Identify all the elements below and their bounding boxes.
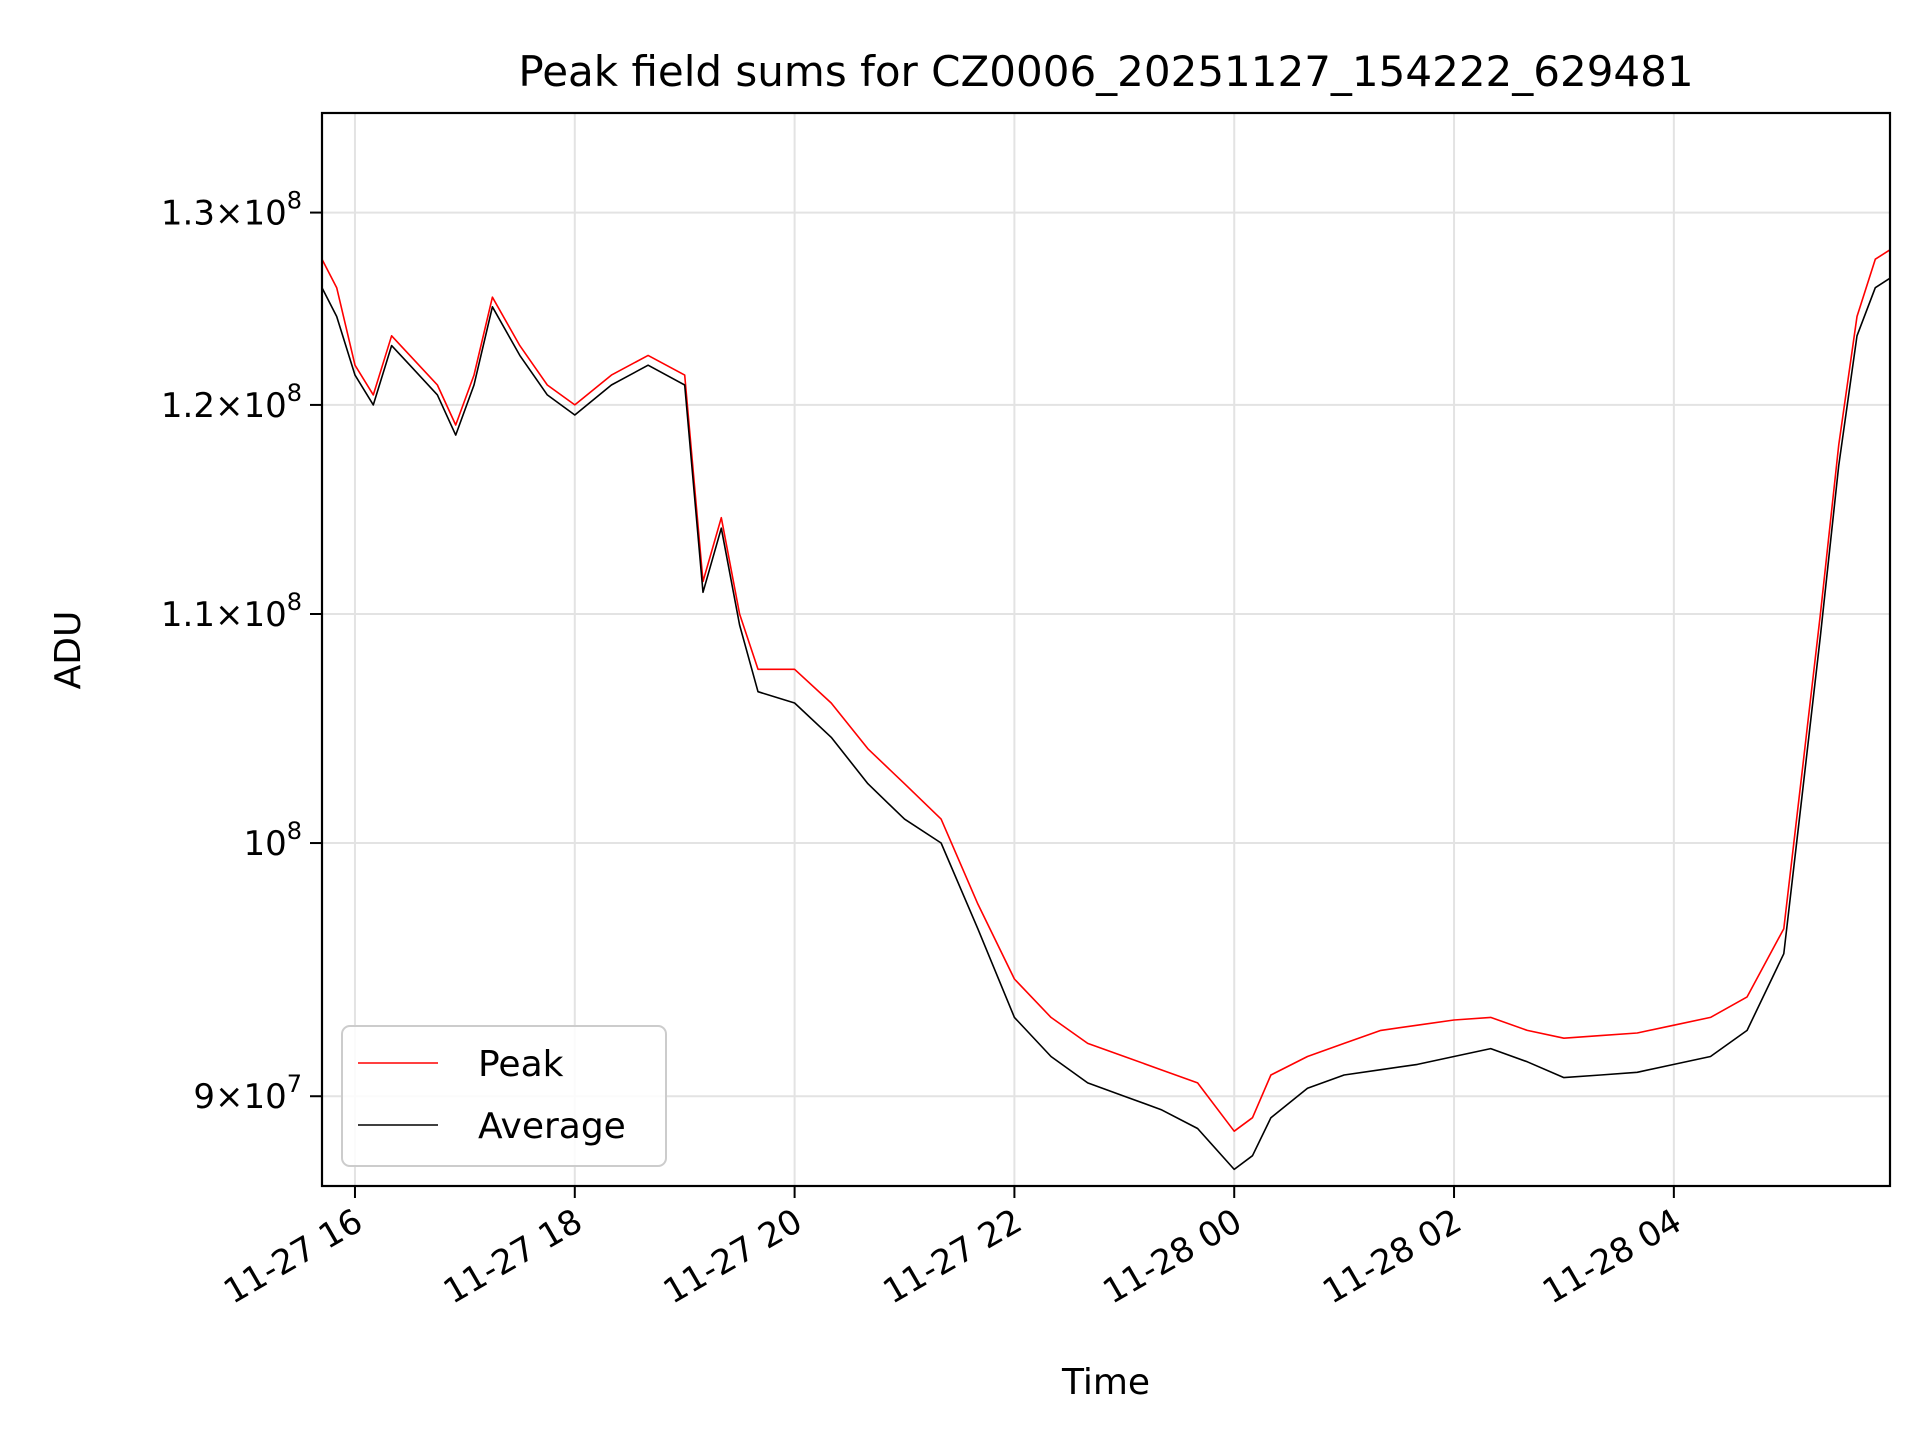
y-tick-label: 1.1×108 (161, 588, 302, 635)
plot-frame (320, 111, 1892, 1188)
y-axis-title: ADU (48, 611, 89, 690)
series-line-peak (321, 249, 1891, 1132)
legend: Peak Average (341, 1025, 667, 1167)
series-layer (321, 249, 1891, 1171)
legend-box (341, 1025, 667, 1167)
y-tick-label: 108 (243, 817, 302, 864)
legend-label-average: Average (478, 1106, 626, 1147)
legend-label-peak: Peak (478, 1044, 564, 1085)
y-tick-label: 1.2×108 (161, 379, 302, 426)
series-line-average (321, 277, 1891, 1171)
x-axis-title: Time (1061, 1362, 1150, 1403)
y-tick-label: 9×107 (193, 1070, 302, 1117)
chart-title: Peak field sums for CZ0006_20251127_1542… (518, 47, 1693, 96)
y-tick-label: 1.3×108 (161, 187, 302, 234)
